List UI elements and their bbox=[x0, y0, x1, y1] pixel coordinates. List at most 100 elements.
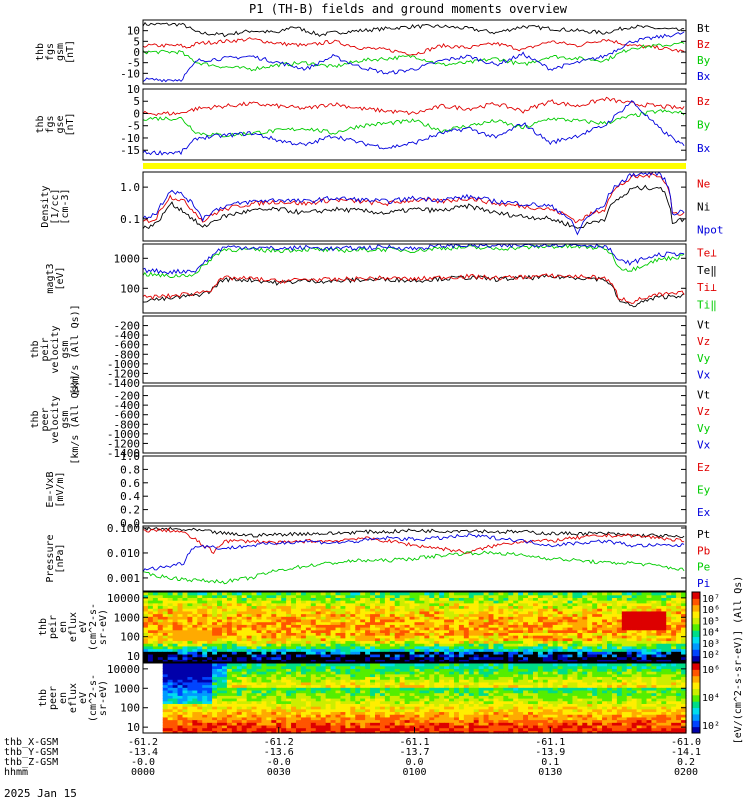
panel-frame bbox=[142, 591, 687, 663]
spec-cell bbox=[286, 665, 292, 669]
spec-cell bbox=[676, 605, 682, 609]
spec-cell bbox=[473, 673, 480, 678]
spec-cell bbox=[572, 637, 578, 642]
y-tick-label: 0.100 bbox=[107, 522, 140, 535]
spec-cell bbox=[611, 659, 618, 663]
spec-cell bbox=[626, 600, 633, 604]
spec-cell bbox=[256, 651, 263, 655]
spec-cell bbox=[172, 668, 179, 672]
spec-cell bbox=[147, 653, 154, 658]
spec-cell bbox=[547, 645, 554, 650]
spec-cell bbox=[394, 616, 401, 620]
spec-cell bbox=[256, 673, 263, 678]
spec-cell bbox=[473, 681, 480, 686]
spec-cell bbox=[528, 597, 534, 601]
spec-cell bbox=[424, 651, 430, 655]
spec-cell bbox=[641, 637, 648, 642]
spec-cell bbox=[281, 671, 287, 675]
spec-cell bbox=[202, 600, 208, 604]
spec-cell bbox=[547, 627, 554, 631]
spec-cell bbox=[192, 651, 198, 655]
spec-cell bbox=[468, 597, 475, 601]
spec-cell bbox=[305, 613, 312, 617]
spec-cell bbox=[478, 632, 485, 636]
spec-cell bbox=[621, 653, 628, 658]
spec-cell bbox=[172, 602, 179, 607]
spec-cell bbox=[463, 618, 470, 623]
spec-cell bbox=[532, 643, 539, 647]
spec-cell bbox=[202, 722, 208, 726]
spec-cell bbox=[221, 716, 228, 721]
spec-cell bbox=[231, 671, 238, 675]
spec-cell bbox=[197, 637, 203, 642]
spec-cell bbox=[528, 616, 534, 620]
spec-cell bbox=[656, 613, 662, 617]
spec-cell bbox=[453, 716, 460, 721]
spec-cell bbox=[409, 618, 416, 623]
spec-cell bbox=[167, 668, 174, 672]
spec-cell bbox=[429, 637, 435, 642]
spec-cell bbox=[641, 616, 648, 620]
spec-cell bbox=[458, 698, 465, 702]
spec-cell bbox=[365, 610, 371, 615]
spec-cell bbox=[365, 656, 371, 660]
spec-cell bbox=[493, 616, 500, 620]
spec-cell bbox=[384, 681, 391, 686]
spec-cell bbox=[246, 637, 253, 642]
spec-cell bbox=[271, 703, 277, 707]
spec-cell bbox=[404, 653, 411, 658]
spec-cell bbox=[256, 592, 263, 596]
spec-cell bbox=[616, 653, 623, 658]
spec-cell bbox=[611, 610, 618, 615]
spec-cell bbox=[355, 592, 361, 596]
spec-cell bbox=[557, 613, 564, 617]
spec-cell bbox=[152, 651, 159, 655]
spec-cell bbox=[498, 700, 504, 704]
spec-cell bbox=[226, 618, 233, 623]
spec-cell bbox=[414, 651, 421, 655]
spec-cell bbox=[419, 727, 425, 731]
spec-cell bbox=[641, 635, 648, 639]
spec-cell bbox=[310, 722, 317, 726]
spec-cell bbox=[444, 597, 450, 601]
spec-cell bbox=[611, 592, 618, 596]
spec-cell bbox=[152, 597, 159, 601]
spec-cell bbox=[379, 719, 386, 723]
spec-cell bbox=[656, 616, 662, 620]
spec-cell bbox=[552, 605, 559, 609]
spec-cell bbox=[626, 602, 633, 607]
spec-cell bbox=[592, 640, 598, 644]
spec-cell bbox=[389, 689, 396, 694]
spec-cell bbox=[202, 724, 208, 729]
spec-cell bbox=[236, 716, 243, 721]
spec-cell bbox=[310, 663, 317, 667]
spec-cell bbox=[587, 640, 593, 644]
spec-cell bbox=[523, 645, 529, 650]
spec-cell bbox=[310, 640, 317, 644]
spec-cell bbox=[212, 692, 218, 696]
spec-cell bbox=[449, 621, 455, 625]
spec-cell bbox=[197, 663, 203, 667]
spec-cell bbox=[463, 659, 470, 663]
spec-cell bbox=[592, 616, 598, 620]
spec-cell bbox=[503, 635, 509, 639]
spec-cell bbox=[379, 684, 386, 688]
spec-cell bbox=[182, 635, 189, 639]
spec-cell bbox=[276, 648, 282, 652]
spec-cell bbox=[182, 719, 189, 723]
spec-cell bbox=[557, 608, 564, 612]
spec-cell bbox=[404, 716, 411, 721]
spec-cell bbox=[360, 714, 366, 718]
spec-cell bbox=[251, 730, 258, 734]
spec-cell bbox=[345, 668, 351, 672]
spec-cell bbox=[508, 689, 514, 694]
spec-cell bbox=[167, 708, 174, 713]
spec-cell bbox=[468, 618, 475, 623]
spec-cell bbox=[513, 632, 519, 636]
spec-cell bbox=[508, 724, 514, 729]
spec-cell bbox=[444, 716, 450, 721]
spec-cell bbox=[532, 597, 539, 601]
spec-cell bbox=[286, 643, 292, 647]
spec-cell bbox=[172, 730, 179, 734]
spec-cell bbox=[217, 629, 223, 633]
